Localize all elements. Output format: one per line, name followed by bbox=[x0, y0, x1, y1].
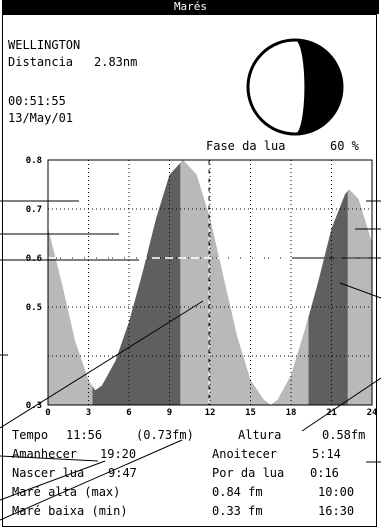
y-tick-label: 0.6 bbox=[26, 254, 42, 264]
x-tick-label: 3 bbox=[86, 408, 91, 418]
y-tick-label: 0.5 bbox=[26, 303, 42, 313]
x-tick-label: 6 bbox=[126, 408, 131, 418]
y-tick-label: 0.8 bbox=[26, 156, 42, 166]
x-tick-label: 12 bbox=[205, 408, 216, 418]
nascer-lua-label: Nascer lua bbox=[12, 466, 85, 480]
mare-baixa-height: 0.33 fm bbox=[212, 504, 263, 518]
x-tick-label: 18 bbox=[286, 408, 297, 418]
anoitecer-label: Anoitecer bbox=[212, 447, 278, 461]
y-tick-label: 0.7 bbox=[26, 205, 42, 215]
tide-area-light bbox=[48, 160, 93, 405]
amanhecer-label: Amanhecer bbox=[12, 447, 78, 461]
altura-label: Altura bbox=[238, 428, 282, 442]
distance-label: Distancia bbox=[8, 55, 74, 69]
tempo-label: Tempo bbox=[12, 428, 49, 442]
nascer-lua-value: 9:47 bbox=[108, 466, 137, 480]
x-tick-label: 9 bbox=[167, 408, 172, 418]
x-tick-label: 0 bbox=[45, 408, 50, 418]
window-title: Marés bbox=[2, 0, 379, 14]
mare-baixa-time: 16:30 bbox=[318, 504, 355, 518]
tempo-value: 11:56 bbox=[66, 428, 103, 442]
moon-phase-icon bbox=[246, 38, 344, 136]
current-date: 13/May/01 bbox=[8, 111, 74, 125]
mare-alta-label: Maré alta (max) bbox=[12, 485, 121, 499]
altura-value: 0.58fm bbox=[322, 428, 366, 442]
x-tick-label: 21 bbox=[326, 408, 337, 418]
moon-phase-value: 60 % bbox=[330, 139, 359, 153]
mare-alta-time: 10:00 bbox=[318, 485, 355, 499]
x-tick-label: 24 bbox=[367, 408, 378, 418]
moon-phase-label: Fase da lua bbox=[206, 139, 286, 153]
por-lua-label: Por da lua bbox=[212, 466, 285, 480]
y-tick-label: 0.3 bbox=[26, 401, 42, 411]
amanhecer-value: 19:20 bbox=[100, 447, 137, 461]
distance-value: 2.83nm bbox=[94, 55, 138, 69]
x-tick-label: 15 bbox=[245, 408, 256, 418]
location-name: WELLINGTON bbox=[8, 38, 81, 52]
por-lua-value: 0:16 bbox=[310, 466, 339, 480]
mare-alta-height: 0.84 fm bbox=[212, 485, 263, 499]
mare-baixa-label: Maré baixa (min) bbox=[12, 504, 128, 518]
plot-border bbox=[47, 159, 373, 406]
tide-area-light bbox=[180, 160, 309, 405]
tide-area-light bbox=[347, 160, 372, 405]
tempo-height: (0.73fm) bbox=[136, 428, 194, 442]
current-time: 00:51:55 bbox=[8, 94, 66, 108]
anoitecer-value: 5:14 bbox=[312, 447, 341, 461]
